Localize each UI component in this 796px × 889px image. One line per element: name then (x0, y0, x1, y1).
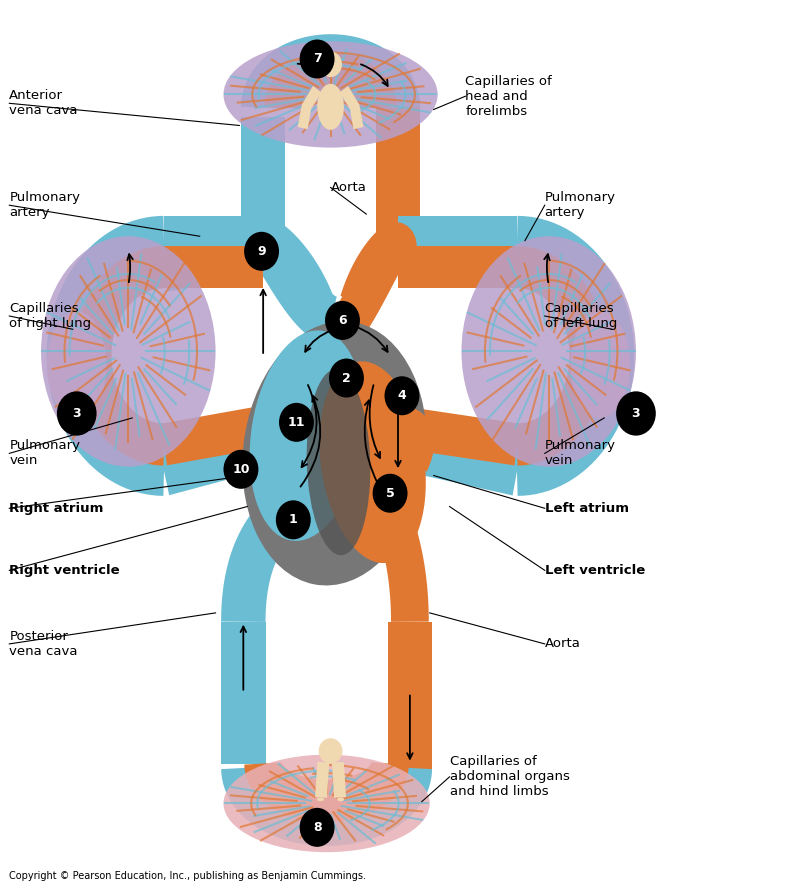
Text: Aorta: Aorta (330, 181, 366, 194)
Polygon shape (74, 246, 165, 466)
Circle shape (276, 501, 310, 540)
Text: 5: 5 (386, 487, 395, 500)
Ellipse shape (224, 755, 430, 853)
Ellipse shape (319, 361, 426, 563)
Text: 4: 4 (397, 389, 406, 402)
Polygon shape (256, 380, 342, 468)
Polygon shape (47, 216, 165, 496)
Ellipse shape (250, 331, 364, 541)
Polygon shape (221, 767, 432, 846)
Circle shape (244, 232, 279, 271)
Polygon shape (398, 216, 517, 266)
Ellipse shape (571, 311, 630, 418)
Circle shape (224, 450, 259, 489)
Ellipse shape (242, 321, 427, 586)
Polygon shape (332, 762, 346, 798)
Text: Right atrium: Right atrium (10, 501, 103, 515)
Polygon shape (335, 222, 417, 333)
Text: Pulmonary
artery: Pulmonary artery (544, 191, 616, 220)
Polygon shape (517, 216, 634, 496)
Polygon shape (341, 222, 407, 309)
Polygon shape (388, 621, 432, 773)
Polygon shape (298, 86, 322, 129)
Polygon shape (159, 420, 268, 495)
Ellipse shape (462, 236, 636, 467)
Text: 6: 6 (338, 314, 347, 327)
Text: 7: 7 (313, 52, 322, 66)
Polygon shape (394, 420, 521, 495)
Polygon shape (241, 34, 420, 108)
Text: Pulmonary
artery: Pulmonary artery (10, 191, 80, 220)
Circle shape (329, 358, 364, 397)
Ellipse shape (318, 738, 342, 764)
Circle shape (279, 403, 314, 442)
Polygon shape (376, 99, 420, 250)
Text: 8: 8 (313, 821, 322, 834)
Polygon shape (264, 53, 397, 108)
Polygon shape (164, 246, 263, 288)
Text: Right ventricle: Right ventricle (10, 564, 120, 577)
Text: Capillaries
of right lung: Capillaries of right lung (10, 302, 92, 330)
Ellipse shape (47, 311, 107, 418)
Text: 11: 11 (287, 416, 305, 428)
Text: 2: 2 (342, 372, 351, 385)
Polygon shape (517, 246, 607, 466)
Ellipse shape (338, 797, 344, 801)
Polygon shape (161, 406, 266, 465)
Ellipse shape (224, 41, 438, 148)
Text: Capillaries of
head and
forelimbs: Capillaries of head and forelimbs (466, 75, 552, 117)
Polygon shape (315, 762, 330, 798)
Text: Posterior
vena cava: Posterior vena cava (10, 630, 78, 658)
Polygon shape (363, 477, 429, 622)
Ellipse shape (317, 797, 324, 801)
Polygon shape (164, 216, 263, 266)
Polygon shape (393, 405, 435, 471)
Ellipse shape (318, 84, 344, 130)
Polygon shape (396, 406, 520, 466)
Circle shape (373, 474, 408, 513)
Circle shape (616, 391, 656, 436)
Text: 3: 3 (72, 407, 81, 420)
Text: Pulmonary
vein: Pulmonary vein (544, 439, 616, 468)
Text: Aorta: Aorta (544, 637, 580, 651)
Polygon shape (398, 246, 517, 288)
Circle shape (57, 391, 96, 436)
Text: Pulmonary
vein: Pulmonary vein (10, 439, 80, 468)
Polygon shape (241, 217, 337, 344)
Text: Left atrium: Left atrium (544, 501, 629, 515)
Polygon shape (255, 218, 336, 320)
Text: Anterior
vena cava: Anterior vena cava (10, 89, 78, 117)
Polygon shape (161, 225, 267, 292)
Text: 3: 3 (632, 407, 640, 420)
Text: 10: 10 (232, 463, 250, 476)
Polygon shape (340, 86, 364, 129)
Ellipse shape (306, 369, 370, 556)
Polygon shape (241, 116, 285, 250)
Text: 1: 1 (289, 513, 298, 526)
Text: 9: 9 (257, 244, 266, 258)
Text: Copyright © Pearson Education, Inc., publishing as Benjamin Cummings.: Copyright © Pearson Education, Inc., pub… (10, 870, 366, 880)
Polygon shape (244, 763, 409, 821)
Circle shape (299, 808, 334, 847)
Ellipse shape (41, 236, 216, 467)
Circle shape (325, 301, 360, 340)
Circle shape (384, 376, 419, 415)
Text: Capillaries of
abdominal organs
and hind limbs: Capillaries of abdominal organs and hind… (450, 756, 569, 798)
Polygon shape (221, 475, 316, 622)
Circle shape (319, 52, 342, 77)
Text: Left ventricle: Left ventricle (544, 564, 645, 577)
Polygon shape (221, 621, 266, 764)
Circle shape (299, 39, 334, 78)
Text: Capillaries
of left lung: Capillaries of left lung (544, 302, 617, 330)
